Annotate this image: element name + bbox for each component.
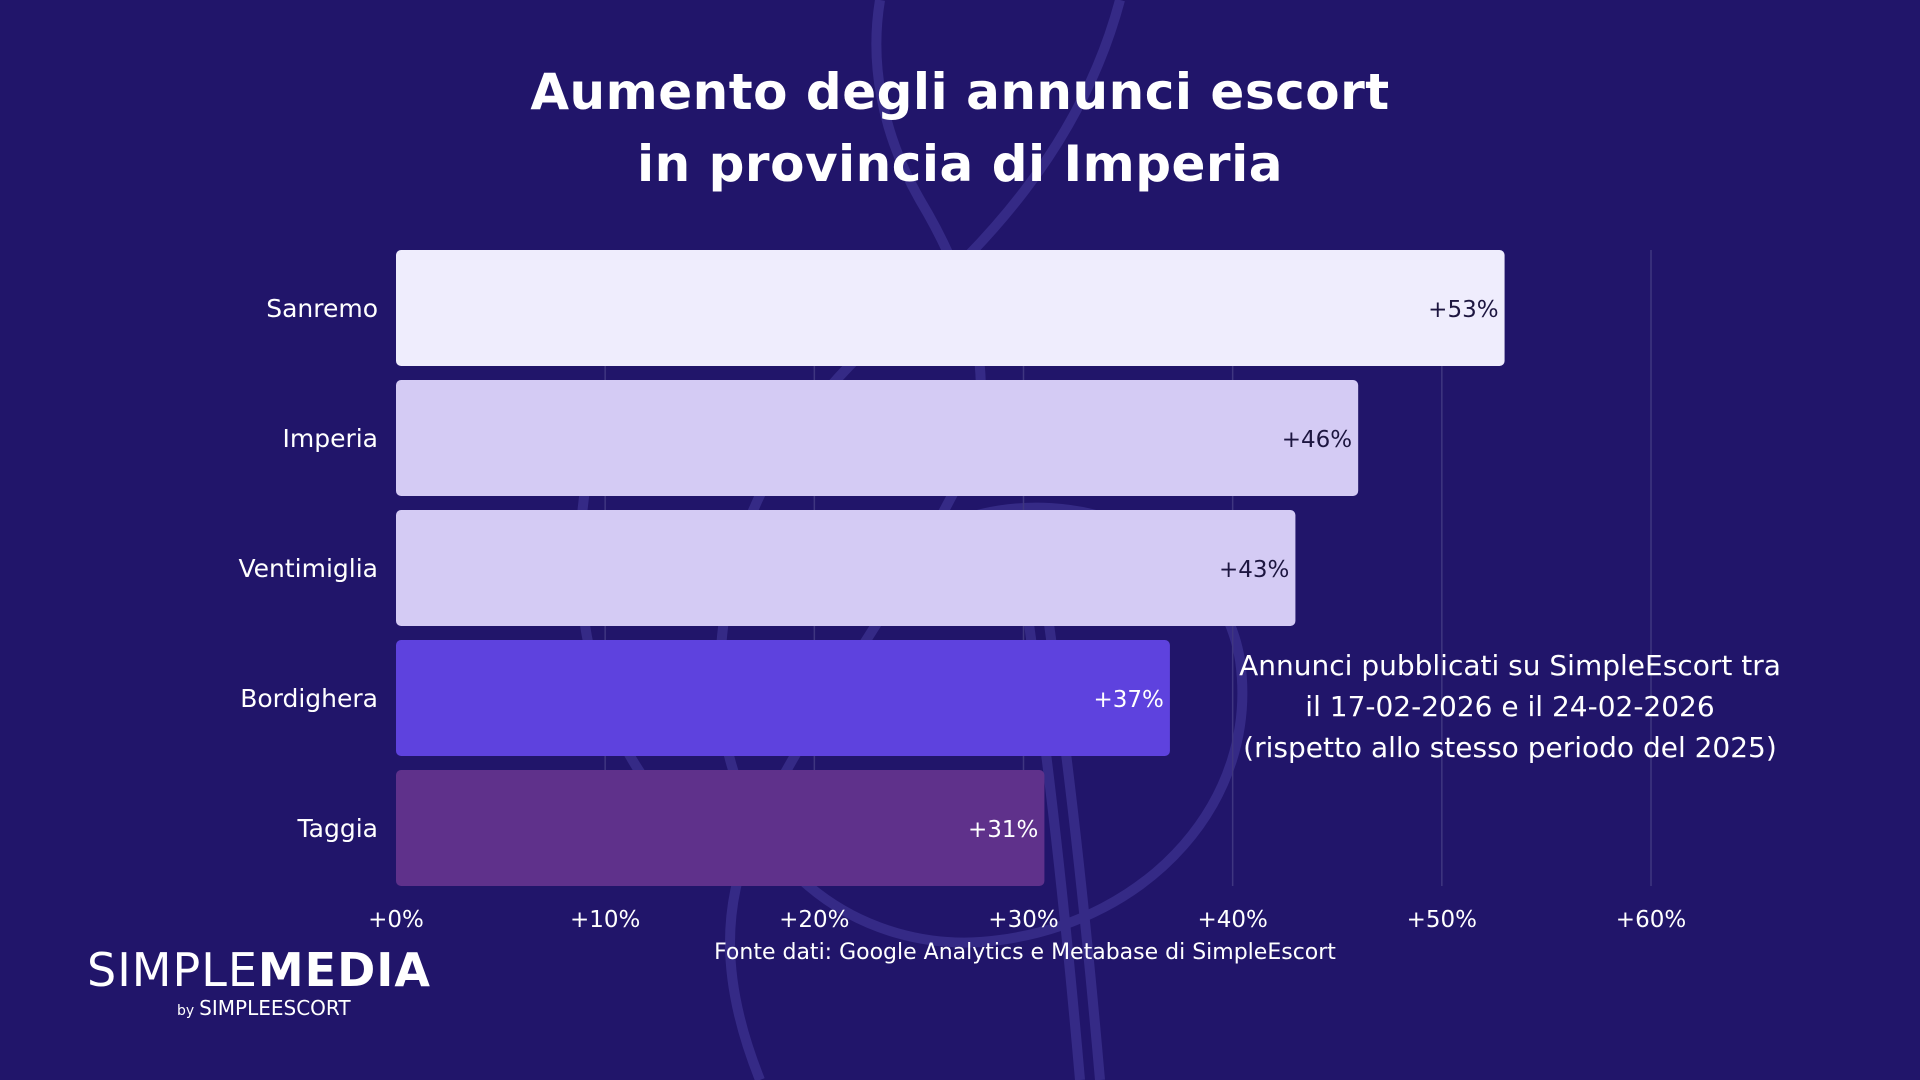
category-label: Sanremo [266,294,378,323]
category-label: Imperia [282,424,378,453]
x-tick-label: +60% [1616,907,1686,933]
annotation-line-3: (rispetto allo stesso periodo del 2025) [1243,731,1777,764]
data-label: +31% [968,817,1038,843]
data-label: +43% [1219,557,1289,583]
chart-title: Aumento degli annunci escort in provinci… [0,56,1920,200]
logo-wordmark: SIMPLEMEDIA [87,944,431,996]
x-tick-label: +50% [1407,907,1477,933]
annotation-line-1: Annunci pubblicati su SimpleEscort tra [1239,649,1781,682]
category-label: Ventimiglia [238,554,378,583]
bar [396,510,1296,626]
data-source-note: Fonte dati: Google Analytics e Metabase … [714,940,1336,965]
bar [396,640,1170,756]
category-label: Bordighera [240,684,378,713]
x-tick-label: +30% [988,907,1058,933]
x-tick-label: +40% [1197,907,1267,933]
x-tick-label: +0% [368,907,424,933]
bars [396,250,1505,886]
bar [396,770,1045,886]
bar [396,380,1359,496]
bar [396,250,1505,366]
logo-media-text: MEDIA [257,943,431,997]
logo-simple-text: SIMPLE [87,943,258,997]
annotation-line-2: il 17-02-2026 e il 24-02-2026 [1305,690,1715,723]
logo-brand-text: SIMPLEESCORT [199,996,351,1020]
data-label: +46% [1282,427,1352,453]
x-tick-label: +10% [570,907,640,933]
category-label: Taggia [297,814,378,843]
data-labels: +53% +46% +43% +37% +31% [968,297,1499,843]
chart-title-line-1: Aumento degli annunci escort [530,63,1390,121]
period-annotation: Annunci pubblicati su SimpleEscort tra i… [1150,645,1870,768]
chart-title-line-2: in provincia di Imperia [637,135,1283,193]
data-label: +37% [1094,687,1164,713]
logo-byline: by SIMPLEESCORT [177,996,351,1020]
x-axis-tick-labels: +0% +10% +20% +30% +40% +50% +60% [368,907,1686,933]
x-tick-label: +20% [779,907,849,933]
logo-by-text: by [177,1003,195,1019]
category-labels: Sanremo Imperia Ventimiglia Bordighera Taggi… [238,294,378,843]
simplemedia-logo: SIMPLEMEDIA by SIMPLEESCORT [87,944,431,1020]
data-label: +53% [1428,297,1498,323]
